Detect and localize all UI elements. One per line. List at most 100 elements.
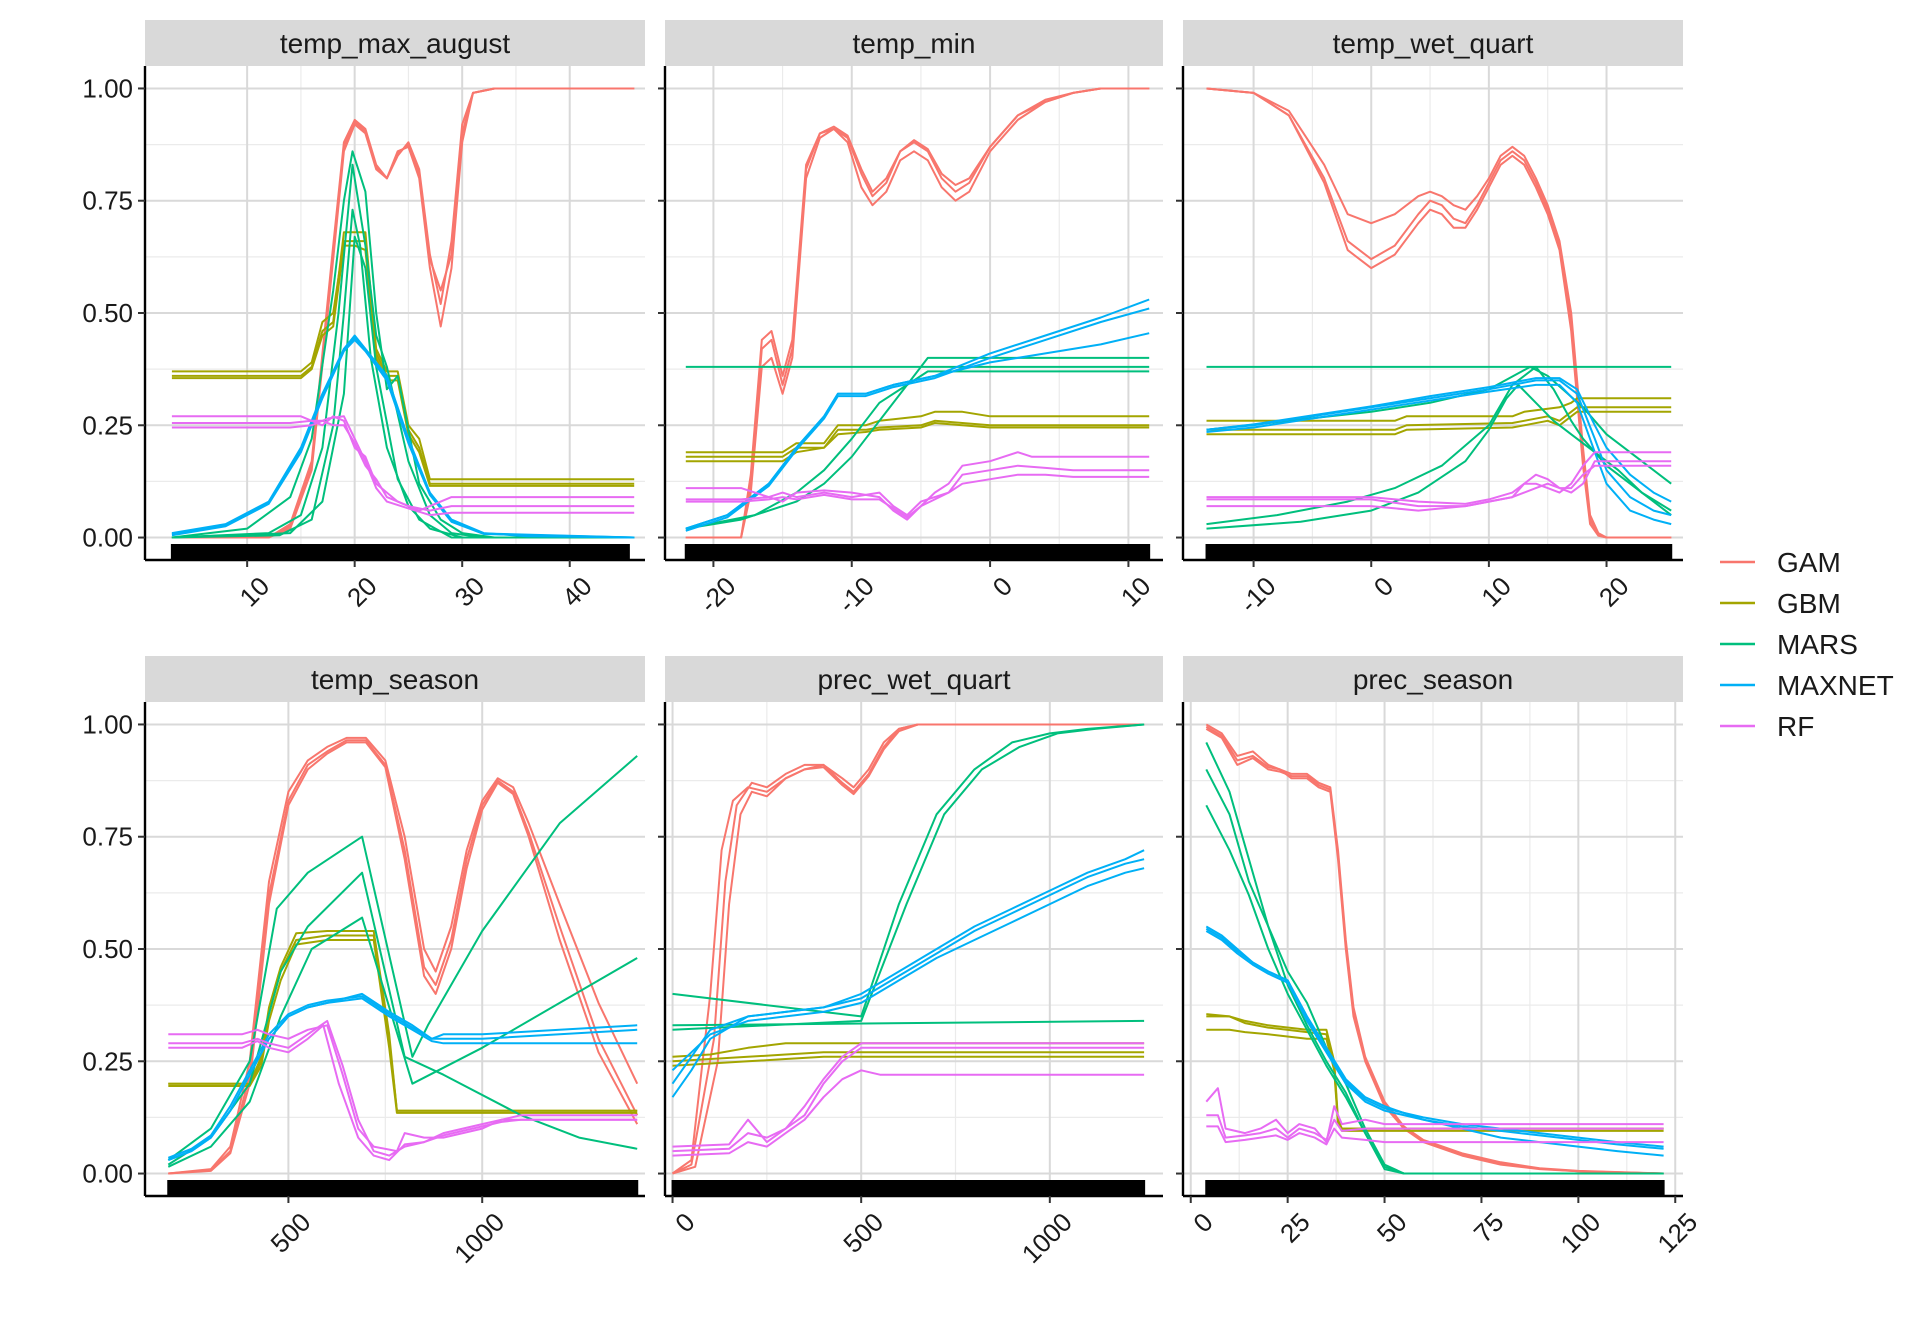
series-line-maxnet xyxy=(1205,927,1664,1148)
facet-title: temp_season xyxy=(311,664,479,695)
series-line-mars xyxy=(167,755,638,1161)
y-tick-label: 0.00 xyxy=(82,523,133,553)
series-line-gam xyxy=(685,87,1150,539)
series-line-gam xyxy=(672,723,1145,1175)
series-line-gbm xyxy=(672,1042,1145,1058)
facet-strip xyxy=(1183,656,1683,702)
series-line-gbm xyxy=(672,1051,1145,1063)
facet-title: temp_wet_quart xyxy=(1333,28,1534,59)
x-tick-label: 10 xyxy=(1115,571,1157,613)
x-tick-label: 20 xyxy=(1593,571,1635,613)
facet-panel-temp_wet_quart: temp_wet_quart -10 0 10 20 xyxy=(1176,20,1683,619)
series-line-maxnet xyxy=(671,858,1145,1098)
series-line-gbm xyxy=(672,1055,1145,1067)
series-line-maxnet xyxy=(1206,383,1672,526)
series-line-maxnet xyxy=(685,307,1150,532)
x-tick-label: 0 xyxy=(1187,1207,1218,1238)
facet-title: temp_min xyxy=(853,28,976,59)
series-line-mars xyxy=(171,163,635,539)
series-line-maxnet xyxy=(671,867,1145,1072)
series-line-rf xyxy=(1206,1125,1664,1146)
series-line-gbm xyxy=(1206,1013,1664,1130)
facet-strip xyxy=(665,656,1163,702)
x-tick-label: 75 xyxy=(1468,1207,1510,1249)
series-line-rf xyxy=(168,1019,638,1157)
y-tick-label: 0.50 xyxy=(82,298,133,328)
series-line-mars xyxy=(672,723,1145,1031)
rug-band xyxy=(686,1180,1131,1196)
series-line-gbm xyxy=(171,240,635,481)
series-line-maxnet xyxy=(171,336,635,539)
series-line-maxnet xyxy=(671,849,1145,1085)
x-tick-label: 0 xyxy=(1368,571,1399,602)
series-line-rf xyxy=(1205,1087,1664,1144)
series-line-gam xyxy=(1205,725,1664,1175)
series-line-rf xyxy=(672,1042,1145,1153)
y-tick-label: 0.25 xyxy=(82,410,133,440)
y-tick-label: 0.50 xyxy=(82,934,133,964)
series-line-rf xyxy=(171,415,635,512)
series-line-maxnet xyxy=(1205,930,1664,1150)
series-line-rf xyxy=(1206,464,1672,508)
series-line-maxnet xyxy=(167,997,638,1162)
series-line-rf xyxy=(171,419,635,512)
facet-panel-prec_wet_quart: prec_wet_quart 0 500 1000 xyxy=(658,656,1163,1269)
series-line-gbm xyxy=(171,244,635,487)
series-line-rf xyxy=(1206,460,1672,512)
y-tick-label: 1.00 xyxy=(82,709,133,739)
x-tick-label: 500 xyxy=(265,1207,317,1259)
x-tick-label: 50 xyxy=(1371,1207,1413,1249)
series-line-gbm xyxy=(1206,406,1672,431)
legend-label-mars: MARS xyxy=(1777,629,1858,660)
facet-title: temp_max_august xyxy=(280,28,511,59)
rug-band xyxy=(699,544,1136,560)
facet-panel-prec_season: prec_season 0 25 50 75 100 125 xyxy=(1176,656,1703,1259)
series-line-gam xyxy=(168,741,639,1175)
facet-title: prec_season xyxy=(1353,664,1513,695)
legend-label-gbm: GBM xyxy=(1777,588,1841,619)
y-tick-label: 0.75 xyxy=(82,186,133,216)
facet-strip xyxy=(1183,20,1683,66)
rug-band xyxy=(185,544,615,560)
series-line-gam xyxy=(1206,87,1672,539)
legend-label-gam: GAM xyxy=(1777,547,1841,578)
series-line-mars xyxy=(1206,365,1672,526)
series-line-rf xyxy=(685,464,1150,517)
series-line-gam xyxy=(171,87,635,539)
legend-label-rf: RF xyxy=(1777,711,1814,742)
x-tick-label: 40 xyxy=(556,571,598,613)
facet-strip xyxy=(145,20,645,66)
x-tick-label: 30 xyxy=(449,571,491,613)
series-line-rf xyxy=(672,1069,1145,1157)
series-line-mars xyxy=(1205,741,1664,1175)
series-line-mars xyxy=(171,208,635,539)
series-line-maxnet xyxy=(1206,377,1672,503)
facet-panel-temp_max_august: temp_max_august 0.00 0.25 0.50 0.75 1.00 10 20 3… xyxy=(82,20,645,612)
series-line-rf xyxy=(1206,1114,1664,1141)
series-line-mars xyxy=(672,723,1145,1018)
legend: GAM GBM MARS MAXNET RF xyxy=(1720,547,1894,742)
series-line-rf xyxy=(168,1024,638,1162)
series-line-rf xyxy=(672,1046,1145,1148)
series-line-mars xyxy=(171,150,635,539)
series-line-mars xyxy=(1206,383,1672,530)
x-tick-label: -20 xyxy=(694,571,742,619)
rug-band xyxy=(1220,1180,1650,1196)
series-line-mars xyxy=(167,916,638,1168)
facet-strip xyxy=(145,656,645,702)
series-line-rf xyxy=(1206,451,1672,505)
x-tick-label: 25 xyxy=(1274,1207,1316,1249)
x-tick-label: 1000 xyxy=(1016,1207,1078,1269)
series-line-mars xyxy=(685,370,1150,530)
y-tick-label: 0.25 xyxy=(82,1046,133,1076)
series-line-gbm xyxy=(171,231,635,485)
series-line-gbm xyxy=(685,410,1150,454)
y-tick-label: 0.00 xyxy=(82,1159,133,1189)
y-tick-label: 0.75 xyxy=(82,822,133,852)
series-line-mars xyxy=(171,235,635,539)
x-tick-label: -10 xyxy=(1234,571,1282,619)
facet-strip xyxy=(665,20,1163,66)
rug-band xyxy=(182,1180,624,1196)
facet-panel-temp_season: temp_season 0.00 0.25 0.50 0.75 1.00 500 1000 xyxy=(82,656,645,1269)
